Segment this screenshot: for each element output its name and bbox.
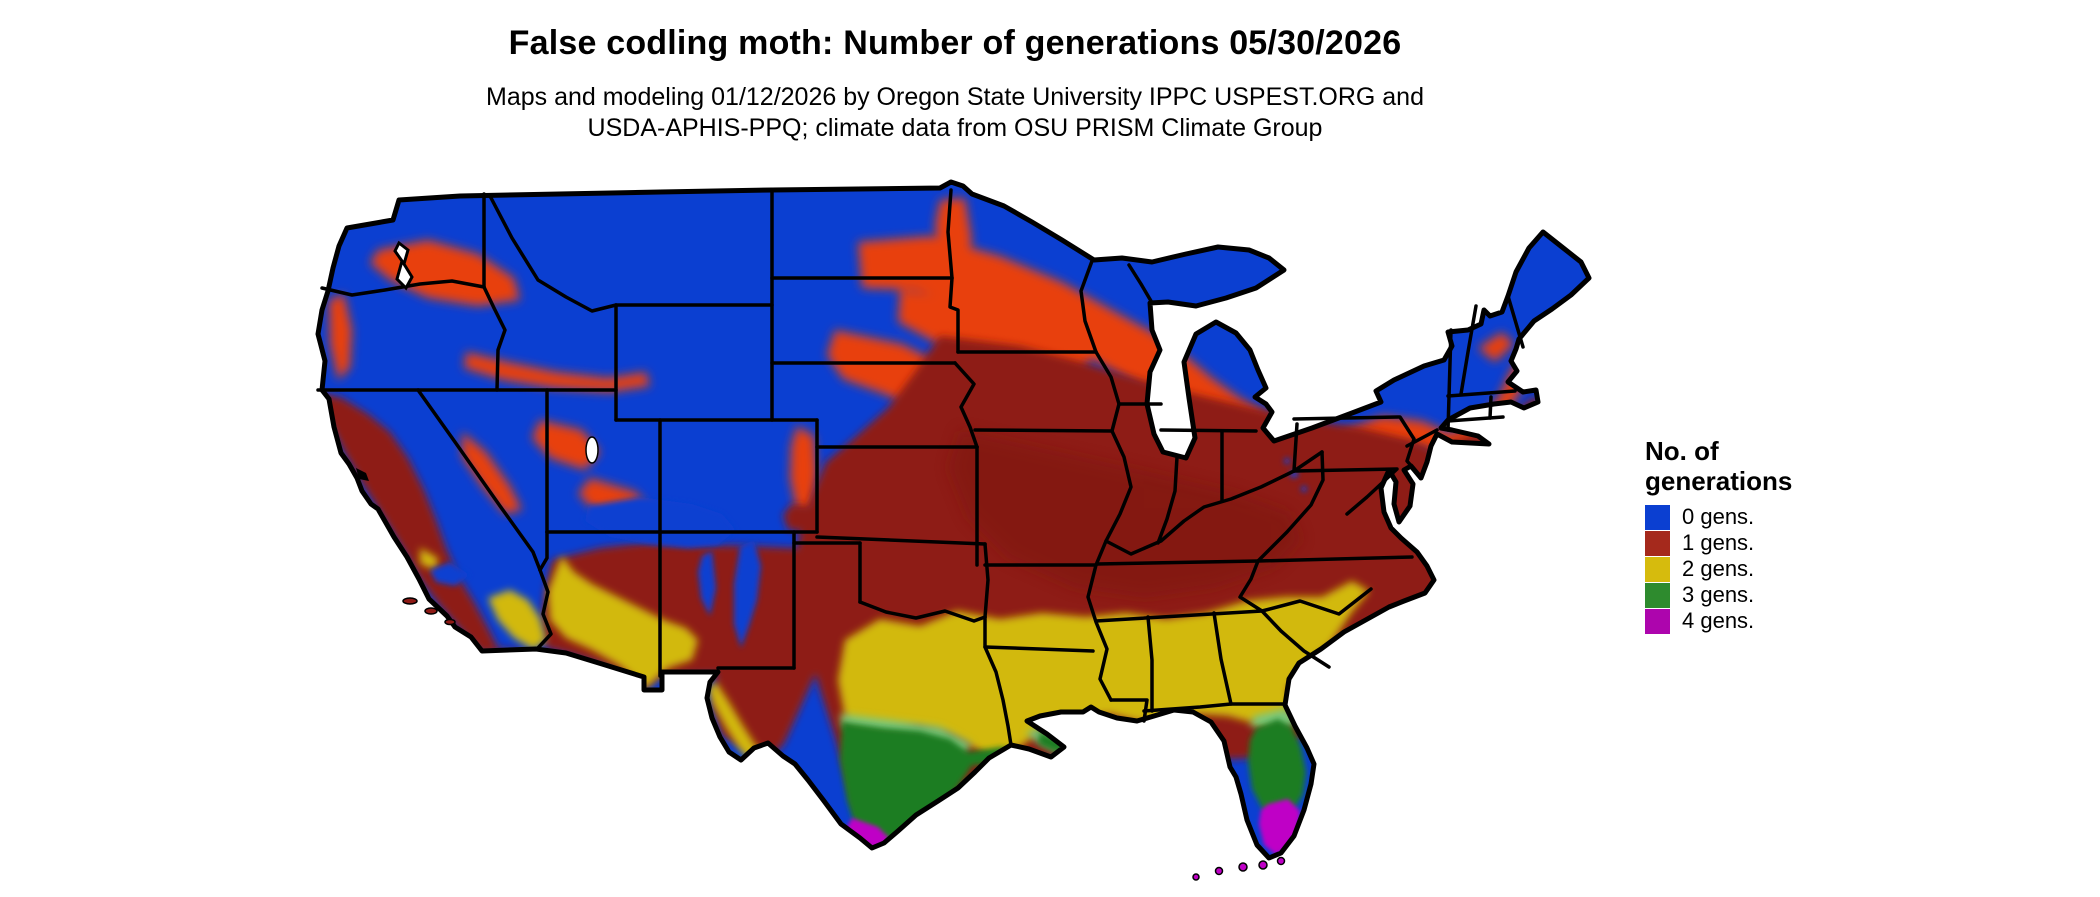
page-subtitle: Maps and modeling 01/12/2026 by Oregon S… xyxy=(355,82,1555,144)
san-francisco-bay xyxy=(356,468,369,481)
puget-sound xyxy=(393,240,414,291)
legend-swatch xyxy=(1645,608,1670,634)
legend-item: 3 gens. xyxy=(1645,582,1885,608)
legend-label: 0 gens. xyxy=(1682,504,1755,529)
great-salt-lake xyxy=(585,436,599,464)
legend-item: 4 gens. xyxy=(1645,608,1885,634)
legend-swatch xyxy=(1645,582,1670,608)
page-title: False codling moth: Number of generation… xyxy=(508,24,1402,62)
legend-swatch xyxy=(1645,530,1670,556)
legend-label: 1 gens. xyxy=(1682,530,1755,555)
water-features xyxy=(356,240,599,481)
legend-item: 1 gens. xyxy=(1645,530,1885,556)
legend-item: 0 gens. xyxy=(1645,504,1885,530)
legend-title-line-1: No. of xyxy=(1645,436,1719,466)
legend-title: No. of generations xyxy=(1645,436,1885,496)
channel-islands xyxy=(402,597,456,626)
legend-label: 3 gens. xyxy=(1682,582,1755,607)
zone-1-generation-core xyxy=(948,430,1302,598)
legend-label: 2 gens. xyxy=(1682,556,1755,581)
legend-item: 2 gens. xyxy=(1645,556,1885,582)
legend-title-line-2: generations xyxy=(1645,466,1793,496)
subtitle-line-1: Maps and modeling 01/12/2026 by Oregon S… xyxy=(486,83,1424,111)
state-borders xyxy=(316,188,1525,747)
florida-keys xyxy=(1192,856,1286,881)
us-outline xyxy=(315,179,1592,861)
legend-items: 0 gens. 1 gens. 2 gens. 3 gens. 4 gens. xyxy=(1645,504,1885,634)
legend-swatch xyxy=(1645,556,1670,582)
legend-swatch xyxy=(1645,504,1670,530)
legend: No. of generations 0 gens. 1 gens. 2 gens.… xyxy=(1645,436,1885,634)
subtitle-line-2: USDA-APHIS-PPQ; climate data from OSU PR… xyxy=(587,114,1323,142)
legend-label: 4 gens. xyxy=(1682,608,1755,633)
